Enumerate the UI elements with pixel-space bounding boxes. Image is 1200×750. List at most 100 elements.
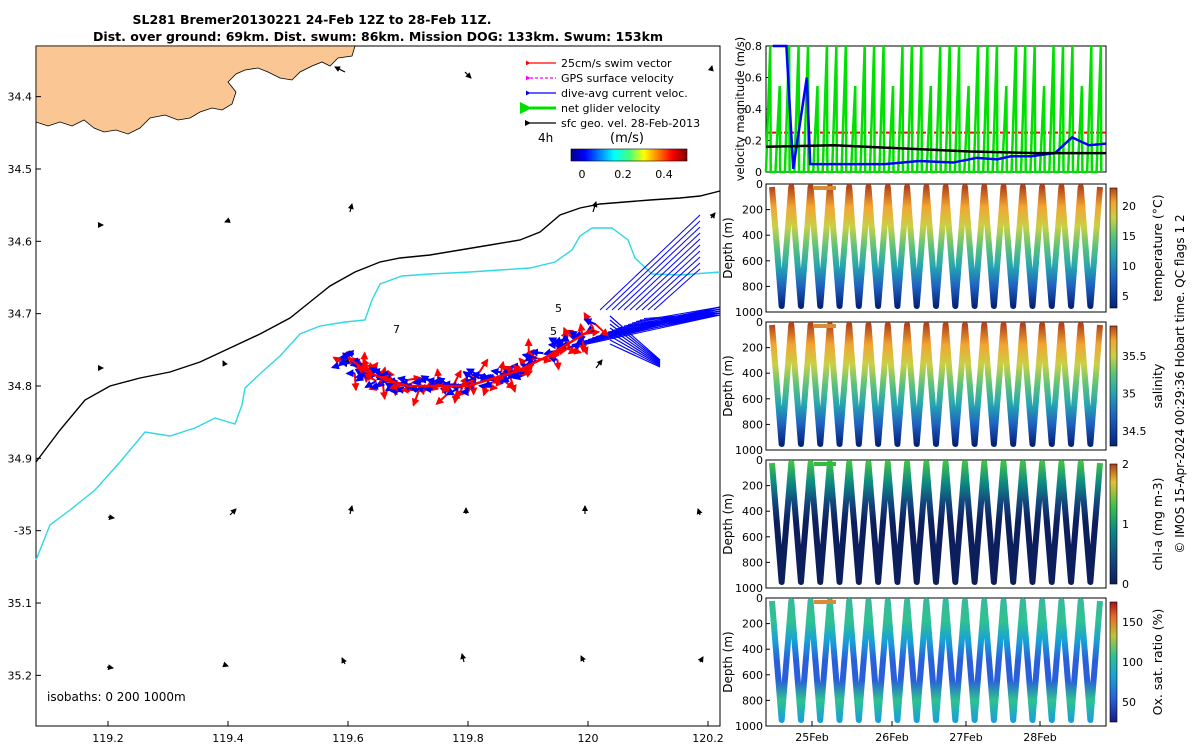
depth-axis-label: Depth (m) — [721, 631, 735, 692]
depth-tick-label: 800 — [742, 694, 763, 707]
dive-current-vector — [623, 312, 721, 327]
legend-item-net: net glider velocity — [561, 102, 661, 115]
depth-tick-label: 200 — [742, 342, 763, 355]
depth-axis-label: Depth (m) — [721, 355, 735, 416]
dive-current-vector — [609, 339, 661, 367]
colorbar-tick-label: 35 — [1122, 388, 1136, 401]
dive-profile — [769, 184, 1103, 309]
colorbar-tick-2: 0.4 — [655, 168, 673, 181]
legend-item-swim: 25cm/s swim vector — [561, 57, 672, 70]
depth-axis-label: Depth (m) — [721, 217, 735, 278]
legend-item-gps: GPS surface velocity — [561, 72, 674, 85]
velocity-ytick-label: 0.4 — [745, 103, 763, 116]
geo-arrow — [591, 201, 598, 213]
map-ytick-label: 34.4 — [8, 91, 33, 104]
dive-current-vector — [629, 244, 701, 311]
map-legend: 25cm/s swim vector GPS surface velocity … — [520, 57, 700, 181]
swim-vector — [509, 376, 517, 393]
velocity-ylabel: velocity magnitude (m/s) — [733, 37, 747, 182]
legend-time-label: 4h — [538, 131, 553, 145]
colorbar-tick-label: 35.5 — [1122, 350, 1147, 363]
colorbar-oxygen — [1109, 601, 1118, 723]
surface-gap — [814, 186, 836, 190]
depth-tick-label: 0 — [756, 316, 763, 329]
depth-tick-label: 800 — [742, 280, 763, 293]
date-tick-label: 25Feb — [795, 731, 828, 744]
surface-gap — [814, 462, 836, 466]
depth-tick-label: 400 — [742, 505, 763, 518]
velocity-axis-ticks: 0 0.2 0.4 0.6 0.8 — [745, 40, 770, 179]
swim-vector — [497, 360, 506, 373]
map-ytick-label: 35.2 — [8, 669, 33, 682]
map-xtick-label: 119.2 — [92, 732, 124, 745]
dive-current-vector — [411, 377, 424, 386]
swim-vector — [459, 378, 475, 387]
dive-current-vector — [573, 330, 583, 339]
net-velocity-line — [764, 45, 1103, 174]
map-ytick-label: 35.1 — [8, 597, 33, 610]
geo-arrow — [697, 656, 704, 663]
depth-tick-label: 600 — [742, 531, 763, 544]
dive-current-vector — [579, 314, 721, 343]
surface-gap — [814, 600, 836, 604]
dive-current-vector — [647, 262, 701, 311]
velocity-panel: velocity magnitude (m/s) 0 0.2 0.4 0.6 0.8 — [733, 37, 1107, 182]
map-axes: 119.2 119.4 119.6 119.8 120 120.2 34.4 34.5 34.6… — [8, 91, 724, 745]
track-time-label: 5 — [550, 325, 557, 338]
map-ytick-label: 34.6 — [8, 235, 33, 248]
section-panel-chl: 0 200 400 600 800 1000 Depth (m) 0 1 2 chl-a (mg m… — [721, 454, 1165, 595]
dive-current-vector — [529, 348, 544, 357]
colorbar-label-salinity: salinity — [1150, 363, 1165, 408]
depth-tick-label: 800 — [742, 556, 763, 569]
map-ytick-label: -35 — [14, 525, 32, 538]
surface-gap — [814, 324, 836, 328]
depth-tick-label: 600 — [742, 669, 763, 682]
depth-tick-label: 200 — [742, 618, 763, 631]
geo-arrow — [464, 71, 472, 79]
dive-current-line — [772, 44, 1107, 170]
swim-vector — [485, 383, 499, 392]
colorbar-chl — [1109, 463, 1118, 585]
depth-axis-label: Depth (m) — [721, 493, 735, 554]
glider-track — [347, 327, 595, 388]
dive-current-vector — [560, 334, 570, 343]
colorbar-tick-label: 1 — [1122, 518, 1129, 531]
colorbar-temperature — [1109, 187, 1118, 309]
colorbar-tick-label: 10 — [1122, 260, 1136, 273]
dive-current-vector — [556, 341, 568, 350]
depth-tick-label: 1000 — [735, 582, 763, 595]
dive-current-vector — [470, 371, 486, 380]
dive-current-vector — [639, 314, 721, 321]
dive-current-vector — [653, 268, 701, 311]
dive-current-vector — [609, 335, 661, 366]
section-panel-oxygen: 0 200 400 600 800 1000 Depth (m) 50 100 150 Ox. sa… — [721, 592, 1165, 733]
land-mass — [35, 45, 356, 135]
map-ytick-label: 34.7 — [8, 308, 33, 321]
map-xtick-label: 119.6 — [332, 732, 364, 745]
depth-tick-label: 400 — [742, 643, 763, 656]
isobath-200 — [35, 190, 721, 463]
dive-current-vector — [641, 256, 701, 311]
dive-current-vector — [490, 367, 502, 376]
map-xtick-label: 119.4 — [212, 732, 244, 745]
geo-arrow — [222, 661, 229, 668]
dive-current-vector — [399, 380, 409, 388]
geo-arrow — [347, 505, 354, 515]
depth-tick-label: 0 — [756, 454, 763, 467]
dive-current-vector — [507, 371, 522, 379]
swim-vector — [476, 358, 489, 376]
dive-current-vector — [369, 382, 385, 390]
swim-vector — [434, 368, 443, 383]
depth-tick-label: 600 — [742, 393, 763, 406]
colorbar-tick-label: 0 — [1122, 578, 1129, 591]
swim-vector — [595, 323, 609, 337]
geo-arrow — [334, 66, 346, 73]
dive-current-vector — [609, 323, 661, 363]
dive-current-vector — [609, 319, 661, 362]
dive-current-vector — [611, 226, 701, 311]
colorbar-tick-label: 5 — [1122, 290, 1129, 303]
colorbar-tick-label: 50 — [1122, 696, 1136, 709]
dive-current-vector — [611, 308, 721, 331]
